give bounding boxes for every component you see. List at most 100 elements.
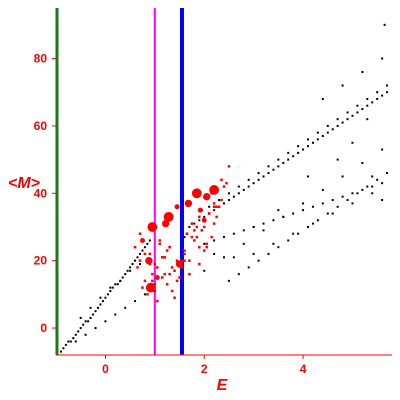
data-point [381, 94, 384, 97]
data-point [247, 185, 250, 188]
data-point [79, 327, 82, 330]
data-point [381, 148, 384, 151]
x-tick-label: 4 [300, 362, 307, 376]
data-point [109, 289, 112, 292]
data-point [351, 192, 354, 195]
x-axis-label: E [217, 377, 229, 394]
vertical-lines-layer [55, 8, 184, 355]
data-point [252, 252, 255, 255]
data-point [175, 279, 179, 283]
data-point [386, 91, 389, 94]
data-point [104, 320, 107, 323]
data-point [208, 205, 211, 208]
y-tick-label: 20 [34, 254, 48, 268]
data-point [183, 252, 186, 256]
data-point [185, 232, 189, 235]
data-point [139, 252, 141, 255]
data-point [111, 286, 114, 289]
data-point [193, 229, 196, 232]
points-layer [59, 23, 389, 353]
data-point [356, 192, 359, 195]
data-point [277, 158, 280, 161]
data-point [321, 188, 324, 191]
data-point [326, 124, 329, 127]
data-point [180, 259, 184, 262]
data-point [316, 219, 319, 222]
data-point [366, 104, 369, 107]
data-point [84, 320, 87, 323]
data-point [321, 97, 324, 100]
data-point [134, 300, 137, 303]
y-tick-label: 40 [34, 186, 48, 200]
data-point [215, 215, 218, 219]
data-point [232, 195, 235, 198]
data-point [99, 296, 102, 299]
data-point [173, 296, 176, 299]
data-point [143, 279, 147, 283]
data-point [175, 260, 184, 268]
data-point [203, 192, 211, 201]
data-point [287, 239, 290, 242]
data-point [341, 175, 344, 178]
data-point [331, 212, 334, 215]
data-point [59, 350, 62, 353]
data-point [203, 242, 206, 245]
data-point [227, 165, 231, 168]
data-point [119, 279, 122, 282]
data-point [242, 188, 245, 191]
data-point [361, 188, 364, 191]
data-point [145, 256, 153, 265]
data-point [242, 229, 245, 232]
data-point [351, 141, 354, 144]
data-point [237, 273, 240, 276]
data-point [277, 165, 280, 168]
data-point [203, 215, 206, 218]
data-point [262, 222, 265, 225]
data-point [138, 259, 142, 262]
data-point [262, 229, 265, 232]
data-point [74, 333, 77, 336]
data-point [174, 204, 180, 210]
data-point [257, 172, 260, 175]
data-point [69, 340, 72, 343]
data-point [89, 316, 92, 319]
data-point [302, 209, 305, 212]
data-point [381, 182, 384, 185]
data-point [116, 283, 119, 286]
data-point [134, 259, 137, 262]
data-point [138, 232, 142, 235]
data-point [104, 296, 107, 299]
data-point [62, 347, 65, 350]
data-point [106, 293, 109, 296]
data-point [101, 300, 104, 303]
data-point [143, 246, 146, 249]
data-point [188, 272, 191, 276]
data-point [262, 175, 265, 178]
data-point [212, 202, 216, 205]
data-point [198, 245, 201, 249]
data-point [237, 185, 240, 188]
data-point [326, 212, 329, 215]
data-point [153, 289, 157, 293]
data-point [321, 202, 324, 205]
data-point [92, 313, 95, 316]
data-point [143, 252, 147, 256]
data-point [202, 225, 206, 229]
data-point [307, 175, 309, 178]
data-point [158, 242, 162, 246]
data-point [165, 283, 169, 286]
data-point [272, 219, 275, 222]
data-point [163, 211, 174, 222]
data-point [257, 178, 260, 181]
data-point [202, 249, 206, 252]
data-point [188, 225, 191, 228]
data-point [376, 91, 379, 94]
data-point [72, 337, 75, 340]
data-point [267, 252, 270, 255]
data-point [183, 249, 186, 252]
data-point [371, 192, 374, 195]
data-point [94, 310, 97, 313]
data-point [220, 178, 223, 182]
